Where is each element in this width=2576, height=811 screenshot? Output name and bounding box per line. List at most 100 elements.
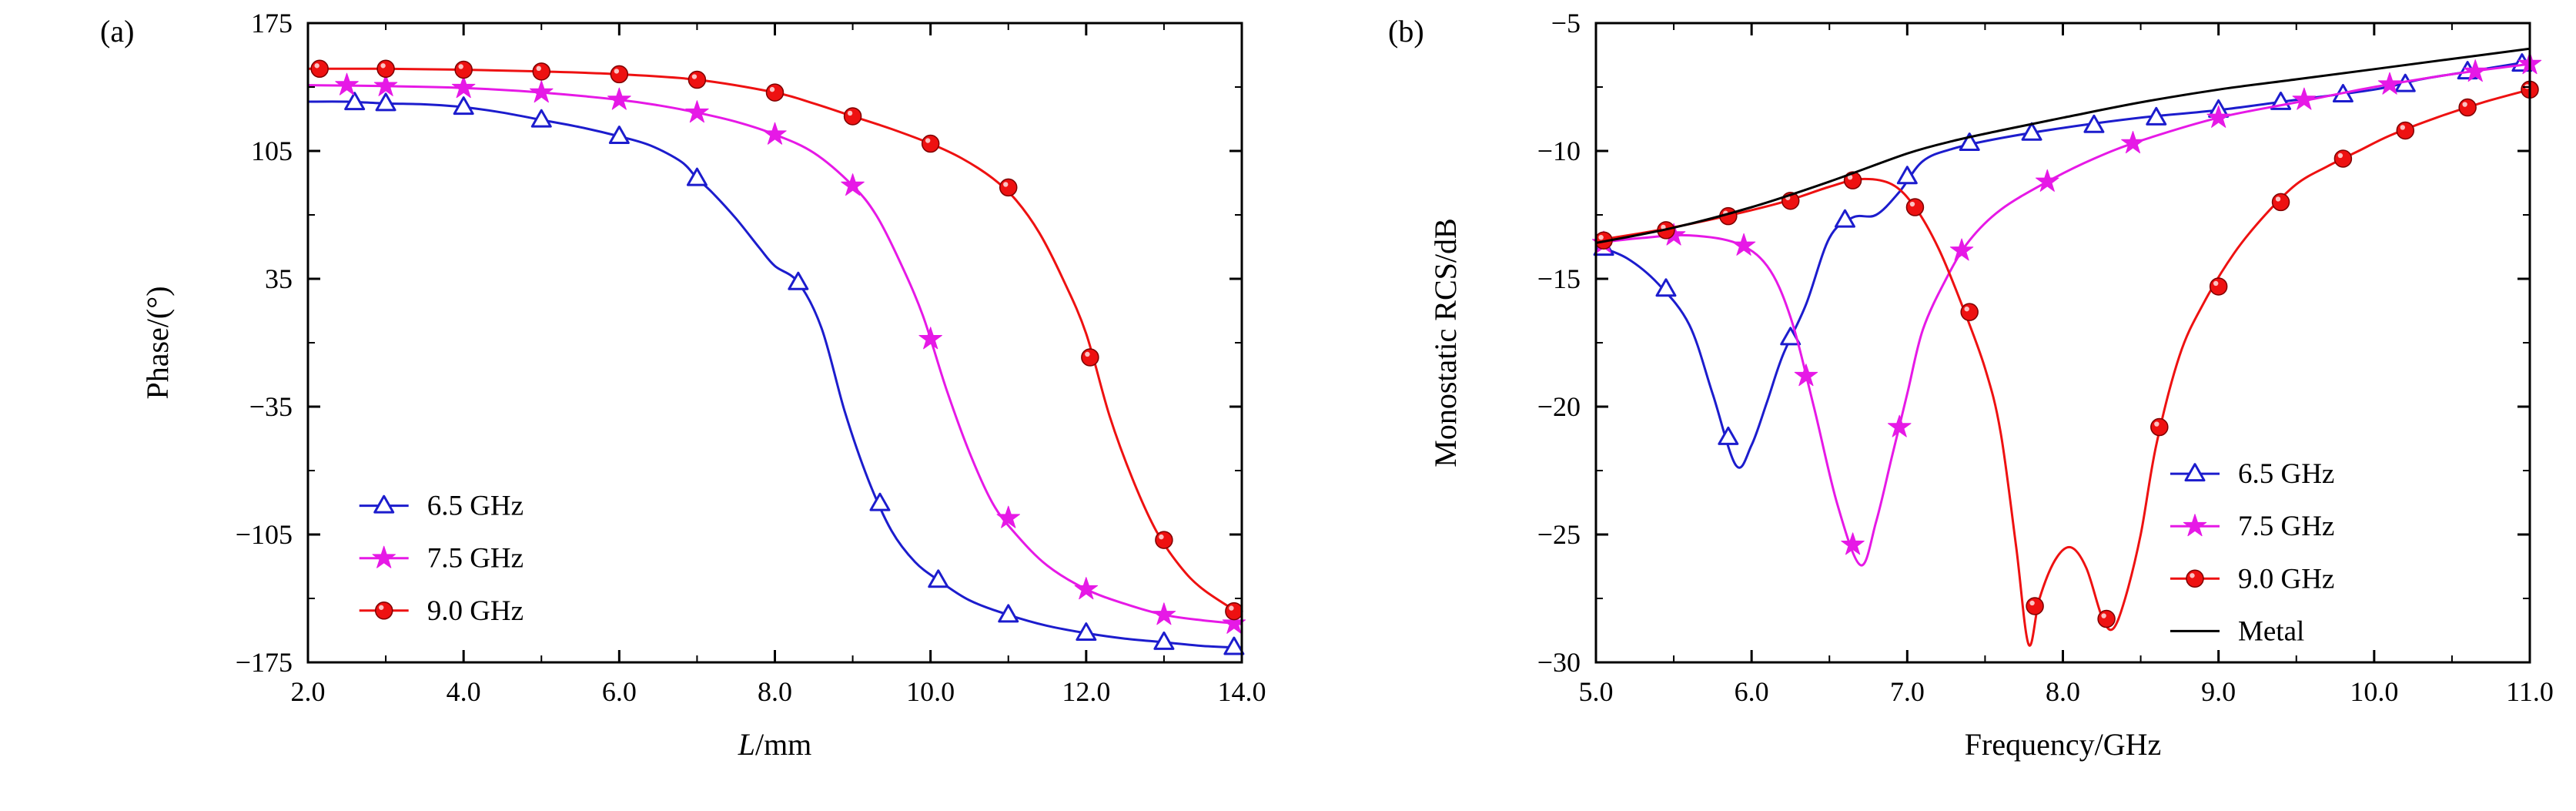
- tick-labels: 5.0 6.0 7.0 8.0 9.0 10.0 11.0 −5 −10 −15 −20 −25 −30: [1537, 8, 2554, 707]
- circle-marker-icon: [2150, 417, 2169, 437]
- triangle-marker-icon: [1153, 631, 1175, 650]
- circle-marker-highlight: [1598, 235, 1604, 240]
- legend-label: 7.5 GHz: [2238, 511, 2334, 542]
- y-tick-label: −25: [1537, 519, 1581, 550]
- circle-marker-highlight: [2190, 573, 2195, 578]
- x-tick-label: 7.0: [1890, 676, 1925, 707]
- panel-b-chart: 5.0 6.0 7.0 8.0 9.0 10.0 11.0 −5 −10 −15 −20 −25 −30…: [1288, 0, 2576, 811]
- series-line: [1596, 47, 2530, 244]
- circle-marker-highlight: [847, 110, 853, 116]
- star-marker-icon: [763, 122, 787, 145]
- legend: 6.5 GHz 7.5 GHz 9.0 GHz: [359, 491, 524, 627]
- circle-marker-highlight: [1085, 351, 1090, 357]
- legend-label: 9.0 GHz: [427, 595, 524, 627]
- circle-marker-highlight: [2029, 600, 2035, 606]
- triangle-marker-icon: [788, 271, 809, 290]
- star-marker-icon: [2377, 72, 2402, 95]
- x-tick-label: 11.0: [2506, 676, 2554, 707]
- star-marker-icon: [685, 100, 709, 123]
- circle-marker-icon: [765, 83, 785, 102]
- x-tick-label: 4.0: [447, 676, 481, 707]
- circle-marker-highlight: [1909, 201, 1915, 207]
- triangle-marker-icon: [1718, 426, 1739, 445]
- triangle-marker-icon: [1076, 622, 1097, 642]
- star-marker-icon: [530, 80, 554, 103]
- legend: 6.5 GHz 7.5 GHz 9.0 GHz Metal: [2170, 458, 2334, 647]
- x-tick-label: 10.0: [906, 676, 955, 707]
- series-line: [1596, 60, 2530, 469]
- legend-item-6.5-ghz: 6.5 GHz: [359, 491, 524, 522]
- x-axis-label: L/mm: [738, 727, 812, 762]
- triangle-marker-icon: [2083, 114, 2105, 133]
- circle-marker-icon: [610, 65, 629, 84]
- circle-marker-highlight: [2101, 613, 2106, 618]
- circle-marker-highlight: [2337, 152, 2343, 159]
- triangle-marker-icon: [2184, 463, 2206, 482]
- y-tick-label: −10: [1537, 136, 1581, 166]
- x-tick-label: 6.0: [1735, 676, 1769, 707]
- major-ticks: [306, 22, 1243, 664]
- circle-marker-highlight: [379, 605, 384, 610]
- y-tick-label: −5: [1551, 8, 1581, 39]
- circle-marker-highlight: [1847, 174, 1853, 180]
- circle-marker-icon: [2209, 277, 2228, 296]
- star-marker-icon: [841, 173, 865, 196]
- y-tick-label: 35: [265, 263, 293, 294]
- triangle-marker-icon: [373, 494, 395, 514]
- series-line: [308, 100, 1242, 649]
- circle-marker-highlight: [2154, 421, 2159, 427]
- circle-marker-icon: [1155, 531, 1173, 549]
- series-line: [1596, 62, 2530, 567]
- circle-marker-highlight: [691, 74, 698, 79]
- major-ticks: [1594, 22, 2531, 664]
- series-group: [308, 59, 1246, 655]
- circle-marker-highlight: [380, 63, 386, 69]
- circle-marker-icon: [843, 107, 862, 126]
- star-marker-icon: [996, 505, 1020, 528]
- legend-label: 7.5 GHz: [427, 543, 524, 575]
- circle-marker-highlight: [1003, 182, 1009, 187]
- series-9.0-ghz: [308, 59, 1243, 621]
- triangle-marker-icon: [998, 604, 1019, 623]
- y-tick-label: −105: [236, 519, 293, 550]
- legend-item-9.0-ghz: 9.0 GHz: [2170, 563, 2334, 595]
- triangle-marker-icon: [686, 167, 708, 186]
- x-tick-label: 8.0: [2046, 676, 2080, 707]
- y-tick-label: 175: [251, 8, 293, 39]
- star-marker-icon: [607, 87, 631, 110]
- circle-marker-icon: [999, 178, 1018, 197]
- circle-marker-icon: [1905, 198, 1925, 216]
- circle-marker-highlight: [2275, 196, 2281, 202]
- star-marker-icon: [372, 545, 396, 568]
- triangle-marker-icon: [1834, 209, 1855, 228]
- legend-label: 6.5 GHz: [427, 491, 524, 522]
- star-marker-icon: [918, 327, 942, 350]
- triangle-marker-icon: [608, 126, 630, 145]
- triangle-marker-icon: [344, 92, 366, 111]
- circle-marker-icon: [2333, 149, 2353, 168]
- x-tick-label: 10.0: [2350, 676, 2398, 707]
- legend-item-7.5-ghz: 7.5 GHz: [2170, 511, 2334, 542]
- x-tick-label: 12.0: [1062, 676, 1110, 707]
- triangle-marker-icon: [869, 492, 891, 511]
- y-tick-label: −30: [1537, 647, 1581, 678]
- x-axis-label: Frequency/GHz: [1965, 727, 2161, 762]
- series-metal: [1596, 47, 2530, 244]
- legend-label: 9.0 GHz: [2238, 563, 2334, 595]
- circle-marker-highlight: [1159, 534, 1164, 540]
- x-tick-label: 9.0: [2201, 676, 2236, 707]
- circle-marker-icon: [376, 59, 395, 79]
- y-axis-label: Phase/(°): [140, 286, 175, 399]
- tick-labels: 2.0 4.0 6.0 8.0 10.0 12.0 14.0 175 105 35 −35 −105 −…: [236, 8, 1266, 707]
- series-7.5-ghz: [308, 72, 1246, 634]
- circle-marker-icon: [2396, 121, 2415, 140]
- circle-marker-icon: [374, 602, 393, 620]
- x-tick-label: 6.0: [602, 676, 637, 707]
- triangle-marker-icon: [1896, 166, 1918, 185]
- circle-marker-icon: [687, 70, 707, 89]
- legend-label: 6.5 GHz: [2238, 458, 2334, 490]
- star-marker-icon: [2292, 87, 2317, 110]
- circle-marker-icon: [2458, 98, 2477, 117]
- star-marker-icon: [1731, 233, 1756, 256]
